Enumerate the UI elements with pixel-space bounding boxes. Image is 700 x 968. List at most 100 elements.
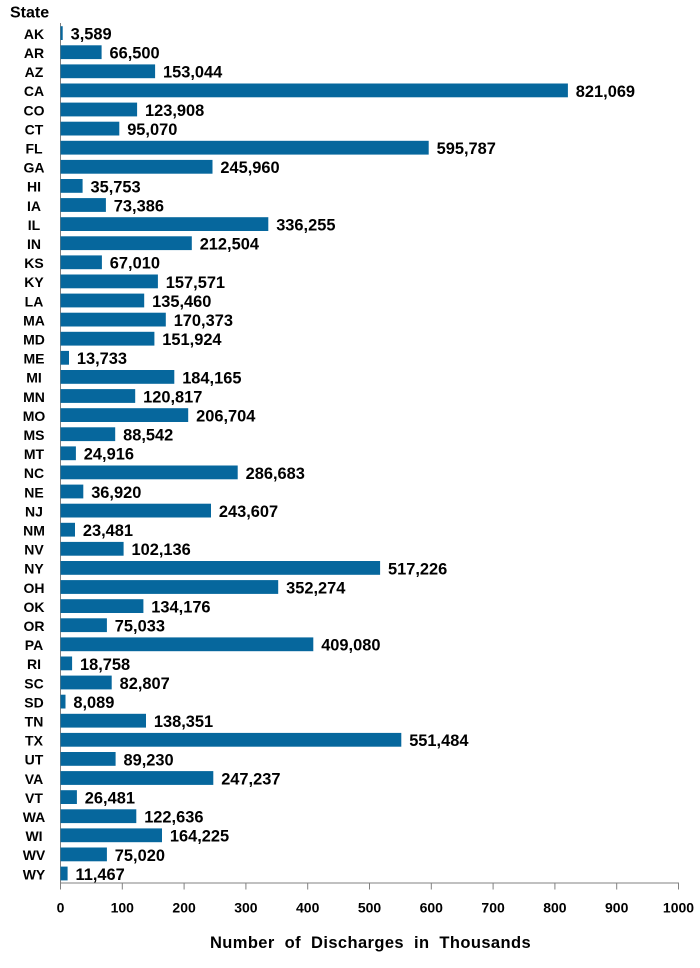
svg-text:409,080: 409,080 [321,637,380,655]
svg-text:247,237: 247,237 [221,770,280,788]
svg-text:35,753: 35,753 [91,178,141,196]
svg-text:18,758: 18,758 [80,656,130,674]
svg-text:MD: MD [23,332,45,348]
svg-text:WI: WI [25,828,42,844]
svg-text:NC: NC [24,465,44,481]
svg-text:MS: MS [24,427,45,443]
svg-text:TN: TN [25,714,44,730]
svg-text:13,733: 13,733 [77,350,127,368]
svg-text:SC: SC [24,675,43,691]
svg-text:OK: OK [24,599,45,615]
svg-text:CO: CO [24,102,45,118]
svg-text:352,274: 352,274 [286,579,346,597]
svg-text:900: 900 [605,900,629,916]
svg-text:82,807: 82,807 [120,675,170,693]
svg-text:ME: ME [24,351,45,367]
svg-text:NM: NM [23,523,45,539]
svg-text:RI: RI [27,656,41,672]
svg-text:551,484: 551,484 [409,732,469,750]
svg-text:LA: LA [25,293,44,309]
svg-text:75,020: 75,020 [115,847,165,865]
svg-text:122,636: 122,636 [144,809,203,827]
svg-text:595,787: 595,787 [437,140,496,158]
svg-text:VT: VT [25,790,43,806]
svg-text:IL: IL [28,217,41,233]
svg-text:36,920: 36,920 [91,484,141,502]
svg-text:8,089: 8,089 [73,694,114,712]
svg-text:UT: UT [25,752,44,768]
svg-text:286,683: 286,683 [246,465,305,483]
svg-text:200: 200 [172,900,196,916]
svg-text:212,504: 212,504 [200,236,260,254]
svg-text:NJ: NJ [25,503,43,519]
svg-text:1000: 1000 [663,900,694,916]
svg-text:184,165: 184,165 [182,369,241,387]
svg-text:153,044: 153,044 [163,64,223,82]
svg-text:700: 700 [481,900,505,916]
svg-text:KS: KS [24,255,43,271]
svg-text:MT: MT [24,446,45,462]
svg-text:164,225: 164,225 [170,828,229,846]
svg-text:243,607: 243,607 [219,503,278,521]
svg-text:23,481: 23,481 [83,522,133,540]
svg-text:26,481: 26,481 [85,790,135,808]
svg-text:AR: AR [24,45,44,61]
svg-text:0: 0 [57,900,65,916]
svg-text:MA: MA [23,312,45,328]
svg-text:67,010: 67,010 [110,255,160,273]
svg-text:24,916: 24,916 [84,446,134,464]
svg-text:400: 400 [296,900,320,916]
svg-text:NE: NE [24,484,43,500]
svg-text:TX: TX [25,733,44,749]
svg-text:OH: OH [24,580,45,596]
svg-text:102,136: 102,136 [132,541,191,559]
svg-text:KY: KY [24,274,44,290]
svg-text:206,704: 206,704 [196,408,256,426]
svg-text:170,373: 170,373 [174,312,233,330]
svg-text:66,500: 66,500 [110,45,160,63]
svg-text:AZ: AZ [25,64,44,80]
svg-text:3,589: 3,589 [71,26,112,44]
svg-text:100: 100 [111,900,135,916]
svg-text:AK: AK [24,26,44,42]
svg-text:NY: NY [24,561,44,577]
svg-text:89,230: 89,230 [124,751,174,769]
svg-text:CA: CA [24,83,44,99]
svg-text:336,255: 336,255 [276,217,335,235]
svg-text:500: 500 [358,900,382,916]
svg-text:245,960: 245,960 [220,159,279,177]
svg-text:FL: FL [25,141,43,157]
svg-text:SD: SD [24,694,43,710]
svg-text:OR: OR [24,618,45,634]
svg-text:120,817: 120,817 [143,388,202,406]
svg-text:State: State [10,4,49,21]
svg-text:WY: WY [23,866,46,882]
svg-text:WV: WV [23,847,46,863]
svg-text:95,070: 95,070 [127,121,177,139]
svg-text:600: 600 [420,900,444,916]
svg-text:MN: MN [23,389,45,405]
svg-text:WA: WA [23,809,46,825]
svg-text:138,351: 138,351 [154,713,213,731]
svg-text:88,542: 88,542 [123,427,173,445]
svg-text:Number of Discharges in Thousa: Number of Discharges in Thousands [210,934,531,952]
svg-text:11,467: 11,467 [76,866,125,884]
svg-text:IN: IN [27,236,41,252]
svg-text:135,460: 135,460 [152,293,211,311]
svg-text:75,033: 75,033 [115,618,165,636]
svg-text:821,069: 821,069 [576,83,635,101]
svg-text:VA: VA [25,771,43,787]
svg-text:151,924: 151,924 [162,331,222,349]
svg-text:MO: MO [23,408,46,424]
svg-text:300: 300 [234,900,258,916]
svg-text:IA: IA [27,198,41,214]
svg-text:157,571: 157,571 [166,274,225,292]
svg-text:NV: NV [24,542,44,558]
svg-text:123,908: 123,908 [145,102,204,120]
svg-text:73,386: 73,386 [114,197,164,215]
svg-text:GA: GA [24,160,45,176]
svg-text:517,226: 517,226 [388,560,447,578]
svg-text:CT: CT [25,121,44,137]
svg-text:MI: MI [26,370,42,386]
svg-text:134,176: 134,176 [151,599,210,617]
